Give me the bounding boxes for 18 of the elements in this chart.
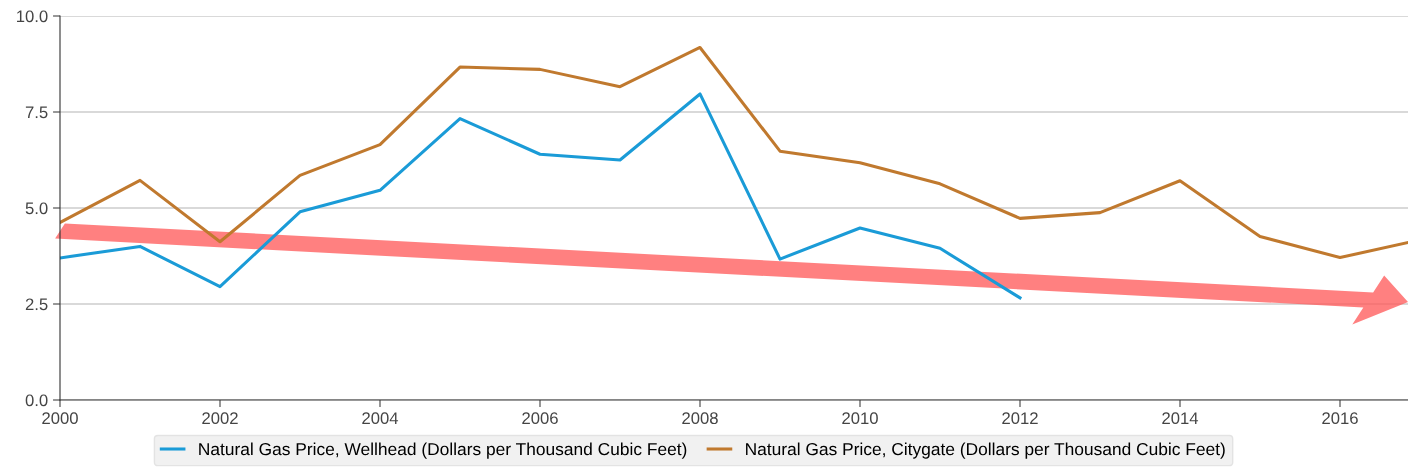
x-tick-label: 2006 (522, 412, 558, 425)
legend-label: Natural Gas Price, Citygate (Dollars per Thousand Cubic Feet) (746, 442, 1225, 459)
y-tick-label: 7.5 (25, 106, 48, 119)
line-series (60, 92, 1022, 300)
x-tick-label: 2016 (1322, 412, 1358, 425)
y-tick-label: 10.0 (17, 10, 48, 23)
y-tick-label: 2.5 (25, 298, 48, 311)
line-series (60, 45, 1408, 260)
legend-label: Natural Gas Price, Wellhead (Dollars per Thousand Cubic Feet) (199, 442, 687, 459)
x-tick-label: 2010 (842, 412, 878, 425)
y-tick-label: 5.0 (25, 202, 48, 215)
y-tick-label: 0.0 (25, 394, 48, 407)
x-tick-label: 2008 (682, 412, 718, 425)
x-tick-label: 2012 (1002, 412, 1038, 425)
x-tick-label: 2014 (1162, 412, 1199, 425)
x-tick-label: 2000 (42, 412, 78, 425)
x-tick-label: 2002 (202, 412, 238, 425)
x-tick-label: 2004 (362, 412, 399, 425)
